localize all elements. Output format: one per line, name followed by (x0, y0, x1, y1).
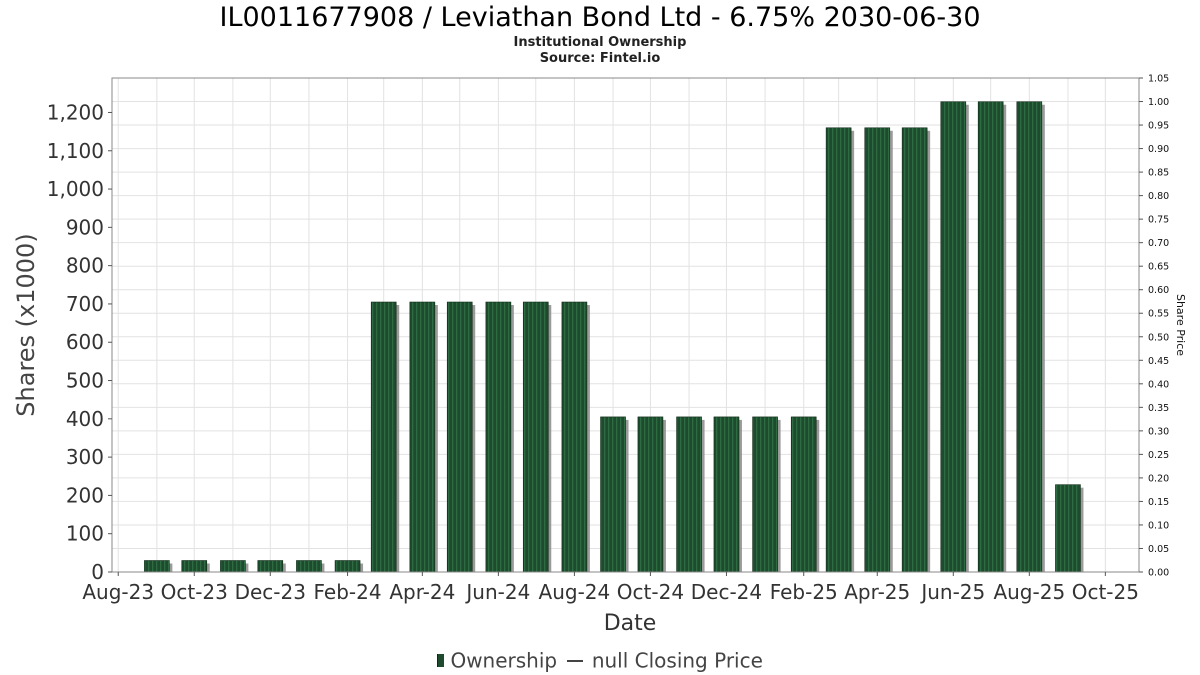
y2-tick-label: 0.75 (1148, 215, 1169, 226)
ownership-bar (790, 416, 817, 573)
y2-tick-label: 0.20 (1148, 473, 1169, 484)
ownership-bar (522, 301, 549, 573)
ownership-bar (409, 301, 436, 573)
y-tick-label: 1,200 (47, 100, 104, 124)
plot-border (111, 77, 1140, 573)
x-tick-label: Aug-25 (993, 580, 1065, 604)
y2-tick-label: 0.45 (1148, 356, 1169, 367)
y-tick-label: 100 (66, 522, 104, 546)
y-axis-title: Shares (x1000) (12, 233, 40, 416)
y-tick-label: 500 (66, 369, 104, 393)
y2-tick-label: 0.85 (1148, 168, 1169, 179)
x-axis-title: Date (604, 611, 657, 636)
y-tick-label: 600 (66, 330, 104, 354)
y-tick-label: 300 (66, 445, 104, 469)
x-tick-label: Oct-23 (161, 580, 228, 604)
ownership-bar (370, 301, 397, 573)
x-tick-label: Jun-24 (464, 580, 530, 604)
closing-price-legend-label: null Closing Price (591, 648, 763, 673)
y-tick-label: 200 (66, 483, 104, 507)
y2-tick-label: 0.95 (1148, 121, 1169, 132)
y2-tick-label: 0.00 (1148, 568, 1169, 579)
y2-tick-label: 0.60 (1148, 285, 1169, 296)
y2-tick-label: 1.00 (1148, 97, 1169, 108)
ownership-bar (257, 560, 284, 573)
y2-tick-label: 0.40 (1148, 379, 1169, 390)
y2-tick-label: 0.90 (1148, 144, 1169, 155)
y2-tick-label: 0.50 (1148, 332, 1169, 343)
y2-axis-title: Share Price (1174, 294, 1187, 356)
closing-price-legend-swatch (567, 659, 584, 662)
ownership-bar (752, 416, 778, 573)
ownership-bar (713, 416, 740, 573)
ownership-legend-label: Ownership (450, 648, 558, 673)
y2-tick-label: 0.35 (1148, 403, 1169, 414)
y-tick-label: 1,100 (47, 139, 104, 163)
y2-tick-label: 0.05 (1148, 544, 1169, 555)
ownership-bar (977, 101, 1004, 573)
ownership-bar (296, 560, 322, 573)
x-tick-label: Dec-23 (235, 580, 306, 604)
ownership-bar (825, 127, 852, 573)
ownership-legend-swatch (437, 654, 445, 667)
y-tick-label: 1,000 (47, 177, 104, 201)
ownership-bar (181, 560, 208, 573)
y2-tick-label: 0.80 (1148, 191, 1169, 202)
y2-tick-label: 0.30 (1148, 426, 1169, 437)
y2-tick-label: 0.55 (1148, 309, 1169, 320)
chart-legend: Ownership null Closing Price (0, 647, 1200, 673)
y2-tick-label: 1.05 (1148, 74, 1169, 85)
y2-tick-label: 0.70 (1148, 238, 1169, 249)
ownership-bar (561, 301, 588, 573)
y2-tick-label: 0.15 (1148, 497, 1169, 508)
y2-tick-label: 0.65 (1148, 262, 1169, 273)
y-tick-label: 400 (66, 407, 104, 431)
y-tick-label: 800 (66, 254, 104, 278)
x-tick-label: Dec-24 (691, 580, 762, 604)
ownership-bar (676, 416, 702, 573)
ownership-bar (446, 301, 473, 573)
ownership-bar (220, 560, 246, 573)
ownership-bar (600, 416, 626, 573)
x-tick-label: Oct-24 (617, 580, 684, 604)
ownership-bar (901, 127, 928, 573)
x-tick-label: Oct-25 (1072, 580, 1139, 604)
ownership-bar (144, 560, 170, 573)
ownership-bar (637, 416, 664, 573)
x-tick-label: Apr-24 (389, 580, 455, 604)
ownership-bar (485, 301, 512, 573)
ownership-bar (334, 560, 361, 573)
ownership-bar (1055, 484, 1081, 573)
chart-subtitle: Institutional Ownership (513, 35, 687, 50)
ownership-bar (864, 127, 891, 573)
y-tick-label: 0 (91, 560, 104, 584)
y-tick-label: 700 (66, 292, 104, 316)
y2-tick-label: 0.10 (1148, 520, 1169, 531)
ownership-bar (1016, 101, 1043, 573)
ownership-bar (940, 101, 967, 573)
x-tick-label: Jun-25 (919, 580, 985, 604)
x-tick-label: Apr-25 (844, 580, 910, 604)
chart-source: Source: Fintel.io (539, 51, 661, 66)
y-tick-label: 900 (66, 215, 104, 239)
x-tick-label: Aug-24 (539, 580, 611, 604)
x-tick-label: Feb-24 (314, 580, 382, 604)
chart-title: IL0011677908 / Leviathan Bond Ltd - 6.75… (219, 2, 981, 33)
x-tick-label: Aug-23 (82, 580, 154, 604)
y2-tick-label: 0.25 (1148, 450, 1169, 461)
x-tick-label: Feb-25 (770, 580, 838, 604)
